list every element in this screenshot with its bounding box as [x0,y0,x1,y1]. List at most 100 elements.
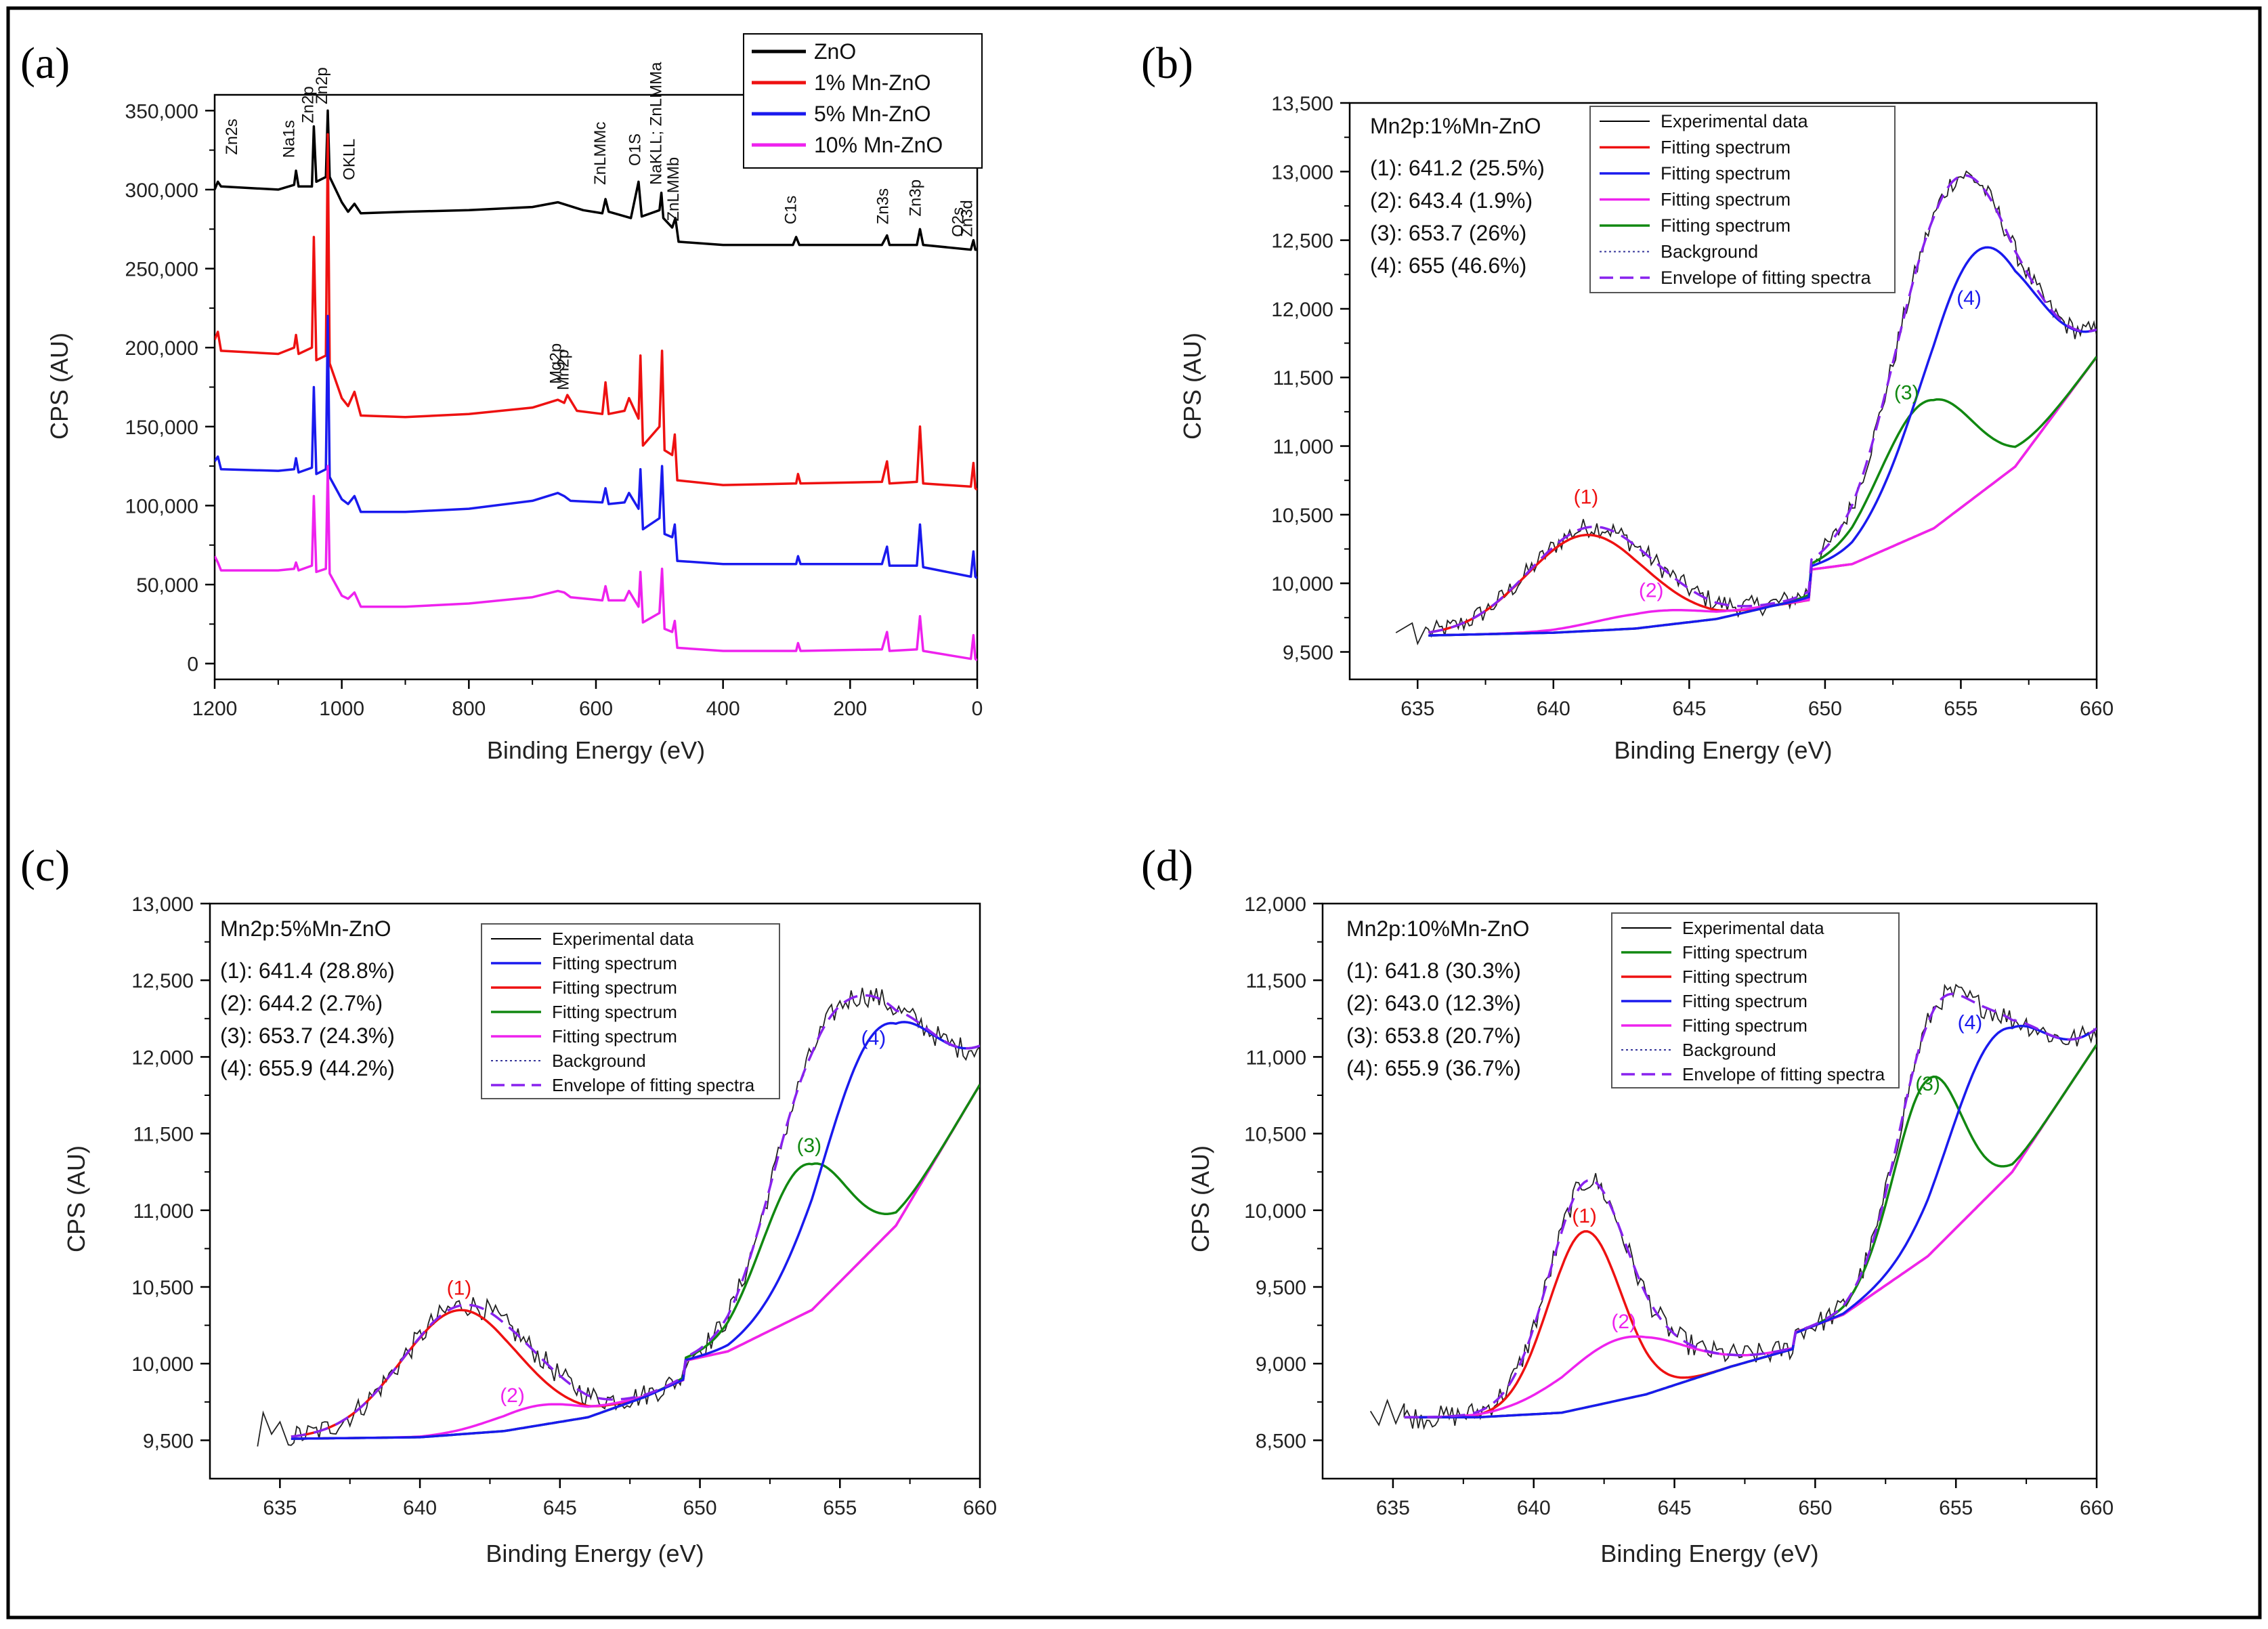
peak-annotation: Zn3d [958,200,976,237]
legend-label: Fitting spectrum [1661,163,1791,184]
legend-label: Fitting spectrum [552,953,677,973]
envelope-line [291,994,980,1438]
panel-title: Mn2p:1%Mn-ZnO [1370,114,1541,138]
panel-d: (d) 635 640 645 650 655 660 8,500 9,000 9,500 10,0… [1141,841,2114,1567]
peak-annotation: Mg2p [547,343,565,384]
x-tick-label: 1200 [192,698,238,720]
y-tick-label: 13,000 [131,893,194,916]
y-tick-label: 11,500 [1272,367,1333,389]
x-tick-label: 200 [833,698,867,720]
x-tick-label: 800 [452,698,486,720]
y-tick-label: 11,500 [1245,970,1306,992]
y-tick-label: 12,000 [131,1046,194,1069]
legend-label: Experimental data [1661,111,1809,131]
y-tick-label: 13,500 [1271,93,1333,115]
component-label: (1) [1574,486,1599,509]
x-tick-label: 0 [972,698,983,720]
plot-frame [1321,902,2098,1480]
peak-annotation: Mn2p [555,350,573,390]
peak-annotation: Zn2p [299,86,317,123]
data-layer [215,109,977,662]
legend-label: Experimental data [552,929,694,949]
peak-annotation: O2s [949,207,967,237]
y-tick-label: 11,000 [1245,1046,1306,1069]
y-tick-label: 11,000 [133,1200,194,1223]
y-tick-label: 100,000 [125,495,198,517]
component-label: (4) [1956,287,1982,310]
plot-frame [1348,102,2098,681]
fit-result: (3): 653.7 (24.3%) [220,1023,395,1048]
y-tick-label: 200,000 [125,337,198,360]
component-label: (2) [500,1384,525,1407]
peak-annotation: Zn2s [223,119,241,154]
series-line [215,314,977,580]
x-tick-label: 400 [706,698,740,720]
component-label: (1) [447,1277,472,1299]
x-tick-label: 660 [2080,1497,2114,1519]
peak-annotation: OKLL [340,139,358,180]
panel-letter: (a) [20,39,70,88]
peak-annotation: C1s [782,196,800,225]
y-tick-label: 11,000 [1272,436,1333,459]
envelope-line [1428,174,2097,634]
panel-title: Mn2p:5%Mn-ZnO [220,916,391,941]
x-axis-label: Binding Energy (eV) [486,1540,704,1567]
peak-annotation: Na1s [280,120,298,158]
panel-b: (b) 635 640 645 650 655 660 9,500 10,000 10,500 11… [1141,39,2114,764]
x-tick-label: 635 [263,1497,297,1519]
legend-label: ZnO [814,39,856,64]
fit-result: (3): 653.7 (26%) [1370,221,1526,245]
y-tick-label: 12,000 [1244,893,1306,916]
legend-label: Fitting spectrum [1682,967,1807,987]
x-axis-label: Binding Energy (eV) [1614,736,1832,764]
y-tick-label: 10,500 [1271,505,1333,527]
fit-result: (1): 641.4 (28.8%) [220,958,395,983]
legend-label: Background [552,1051,646,1071]
y-tick-label: 50,000 [136,574,198,597]
fit-result: (1): 641.2 (25.5%) [1370,156,1545,180]
y-axis-label: CPS (AU) [1186,1145,1214,1252]
plot-frame [209,902,981,1480]
series-line [215,133,977,491]
legend-label: Fitting spectrum [1661,137,1791,158]
component-label: (2) [1639,579,1664,601]
data-layer [257,988,980,1447]
x-tick-label: 645 [543,1497,577,1519]
peak-annotation: ZnLMMc [591,122,609,185]
experimental-data-line [257,988,980,1447]
fitting-spectrum-line [1404,1024,2097,1419]
peak-annotation: Zn3p [906,179,924,217]
x-axis-label: Binding Energy (eV) [487,736,705,764]
peak-annotation: Zn3s [874,188,893,224]
panel-letter: (b) [1141,39,1193,88]
y-tick-label: 150,000 [125,417,198,439]
panel-letter: (c) [20,841,70,891]
y-tick-label: 10,000 [131,1353,194,1376]
peak-annotation: ZnLMMb [664,157,683,221]
legend-label: Fitting spectrum [552,1002,677,1022]
component-label: (4) [861,1027,886,1049]
y-tick-label: 10,000 [1271,573,1333,595]
x-tick-label: 655 [1939,1497,1973,1519]
x-tick-label: 645 [1658,1497,1692,1519]
envelope-line [1404,992,2097,1419]
fitting-spectrum-line [291,1021,980,1440]
legend-label: Fitting spectrum [552,977,677,998]
x-tick-label: 655 [823,1497,857,1519]
x-tick-label: 660 [963,1497,997,1519]
y-tick-label: 12,500 [1271,230,1333,253]
legend-label: Fitting spectrum [1682,942,1807,962]
x-tick-label: 640 [1537,698,1570,720]
y-tick-label: 12,000 [1271,299,1333,321]
y-tick-label: 350,000 [125,100,198,123]
x-axis-label: Binding Energy (eV) [1600,1540,1818,1567]
legend-label: Experimental data [1682,918,1824,938]
y-axis-label: CPS (AU) [45,333,73,440]
peak-annotation: NaKLL; ZnLMMa [647,62,666,185]
legend-label: 1% Mn-ZnO [814,70,930,95]
x-tick-label: 645 [1672,698,1706,720]
x-tick-label: 660 [2080,698,2114,720]
component-label: (3) [796,1135,821,1157]
